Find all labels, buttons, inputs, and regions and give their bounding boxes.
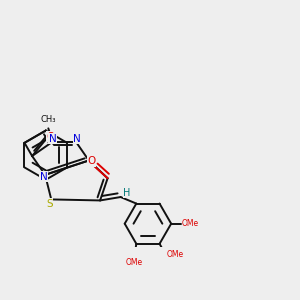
- Text: O: O: [87, 156, 96, 166]
- Text: N: N: [40, 172, 48, 182]
- Text: OMe: OMe: [182, 219, 199, 228]
- Text: OMe: OMe: [126, 258, 143, 267]
- Text: H: H: [123, 188, 130, 198]
- Text: N: N: [73, 134, 81, 144]
- Text: OMe: OMe: [167, 250, 184, 259]
- Text: O: O: [47, 132, 55, 142]
- Text: N: N: [49, 134, 56, 144]
- Text: CH₃: CH₃: [40, 115, 56, 124]
- Text: S: S: [46, 199, 53, 208]
